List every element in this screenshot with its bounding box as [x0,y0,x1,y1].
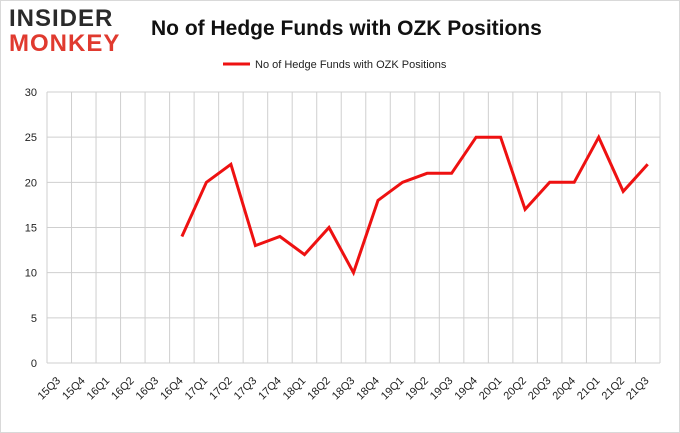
x-tick-label: 15Q4 [60,375,88,403]
insider-monkey-logo: INSIDER MONKEY [9,7,131,57]
x-tick-label: 17Q3 [232,375,260,403]
chart-title: No of Hedge Funds with OZK Positions [151,17,542,40]
x-tick-label: 21Q2 [600,375,628,403]
x-tick-label: 18Q2 [305,375,333,403]
gridlines [46,91,661,364]
x-tick-label: 17Q1 [183,375,211,403]
x-tick-label: 21Q3 [624,375,652,403]
x-tick-label: 16Q2 [109,375,137,403]
x-tick-label: 16Q3 [134,375,162,403]
x-tick-label: 15Q3 [36,375,64,403]
y-tick-label: 30 [25,87,37,99]
x-tick-label: 20Q1 [477,375,505,403]
y-tick-label: 20 [25,177,37,189]
x-tick-label: 18Q1 [281,375,309,403]
x-tick-label: 21Q1 [575,375,603,403]
x-tick-label: 18Q3 [330,375,358,403]
y-tick-label: 25 [25,132,37,144]
x-tick-label: 20Q2 [501,375,529,403]
x-tick-label: 16Q4 [158,375,186,403]
y-tick-label: 5 [31,313,37,325]
x-tick-label: 19Q3 [428,375,456,403]
y-tick-label: 15 [25,223,37,235]
x-tick-label: 19Q4 [452,375,480,403]
x-tick-label: 19Q2 [403,375,431,403]
y-tick-label: 10 [25,268,37,280]
x-tick-label: 18Q4 [354,375,382,403]
x-axis-ticks: 15Q315Q416Q116Q216Q316Q417Q117Q217Q317Q4… [36,375,652,403]
x-tick-label: 17Q2 [207,375,235,403]
x-tick-label: 19Q1 [379,375,407,403]
series-line [180,133,649,277]
x-tick-label: 16Q1 [85,375,113,403]
x-tick-label: 17Q4 [256,375,284,403]
x-tick-label: 20Q4 [551,375,579,403]
logo-line-1: INSIDER [9,5,114,32]
legend: No of Hedge Funds with OZK Positions [223,59,447,71]
x-tick-label: 20Q3 [526,375,554,403]
y-tick-label: 0 [31,358,37,370]
y-axis-ticks: 0 5 10 15 20 25 30 [25,87,37,370]
legend-label: No of Hedge Funds with OZK Positions [255,59,447,71]
logo-line-2: MONKEY [9,30,121,57]
plot-area [180,133,649,277]
